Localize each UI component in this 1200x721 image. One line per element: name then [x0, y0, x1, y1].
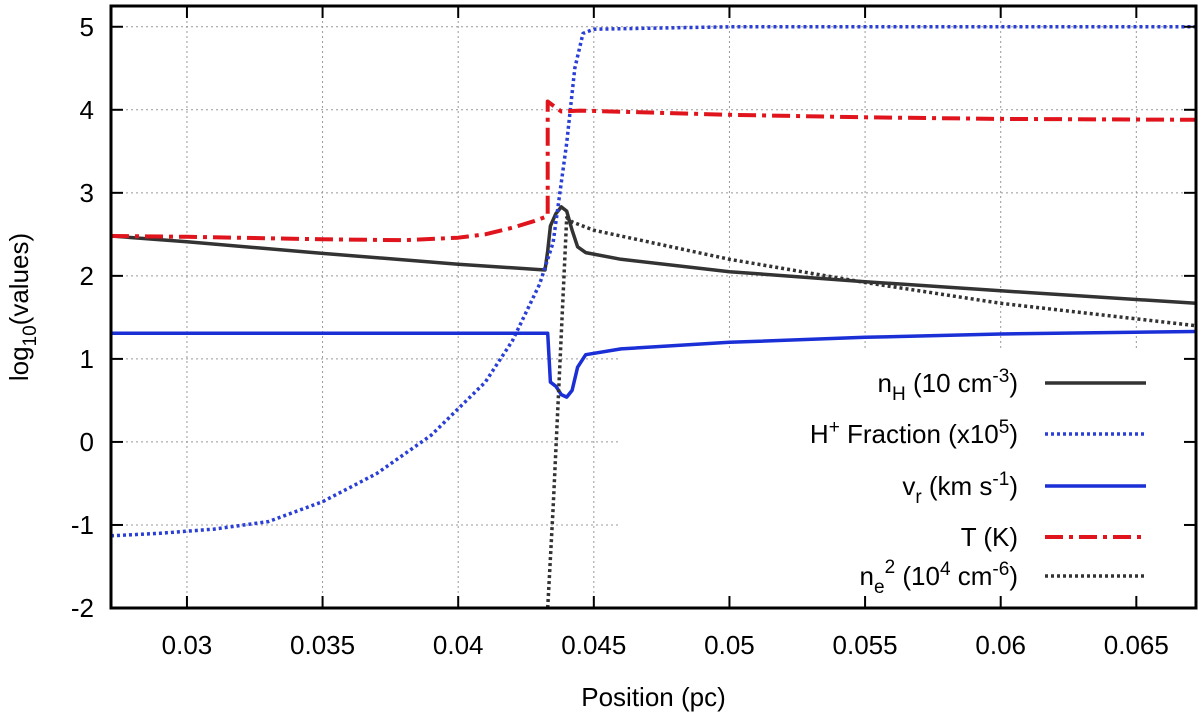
y-tick-label: -1	[71, 510, 94, 540]
series-line-nH	[111, 205, 1196, 306]
series-line-vr	[111, 329, 1196, 399]
legend-label-T: T (K)	[961, 522, 1018, 552]
legend-label-Hplus: H+ Fraction (x105)	[810, 417, 1018, 449]
grid-layer	[111, 6, 1196, 608]
x-tick-label: 0.035	[290, 630, 355, 660]
series-line-ne2	[545, 215, 1196, 608]
series-line-T	[111, 99, 1196, 243]
legend-layer: nH (10 cm-3) H+ Fraction (x105) vr (km s-1…	[810, 366, 1146, 598]
x-tick-label: 0.055	[833, 630, 898, 660]
y-tick-label: 1	[80, 344, 94, 374]
series-line-Hplus	[111, 25, 1196, 538]
x-tick-label: 0.045	[561, 630, 626, 660]
x-tick-label: 0.05	[704, 630, 755, 660]
x-tick-label: 0.04	[433, 630, 484, 660]
plot-frame	[109, 4, 1198, 610]
series-layer	[111, 25, 1196, 608]
x-tick-label: 0.065	[1104, 630, 1169, 660]
x-tick-label: 0.06	[975, 630, 1026, 660]
y-tick-label: 2	[80, 261, 94, 291]
y-tick-label: 4	[80, 95, 94, 125]
y-tick-label: 0	[80, 427, 94, 457]
y-axis-label: log10(values)	[4, 233, 41, 381]
legend-label-nH: nH (10 cm-3)	[878, 366, 1018, 405]
y-tick-label: 3	[80, 178, 94, 208]
x-tick-label: 0.03	[162, 630, 213, 660]
x-axis-label: Position (pc)	[581, 682, 726, 712]
y-tick-label: 5	[80, 12, 94, 42]
y-tick-label: -2	[71, 593, 94, 623]
tick-layer: 0.03 0.035 0.04 0.045 0.05 0.055 0.06 0.065 -2 -1…	[71, 6, 1196, 660]
legend-label-ne2: ne2 (104 cm-6)	[860, 557, 1018, 598]
legend-label-vr: vr (km s-1)	[902, 469, 1018, 508]
